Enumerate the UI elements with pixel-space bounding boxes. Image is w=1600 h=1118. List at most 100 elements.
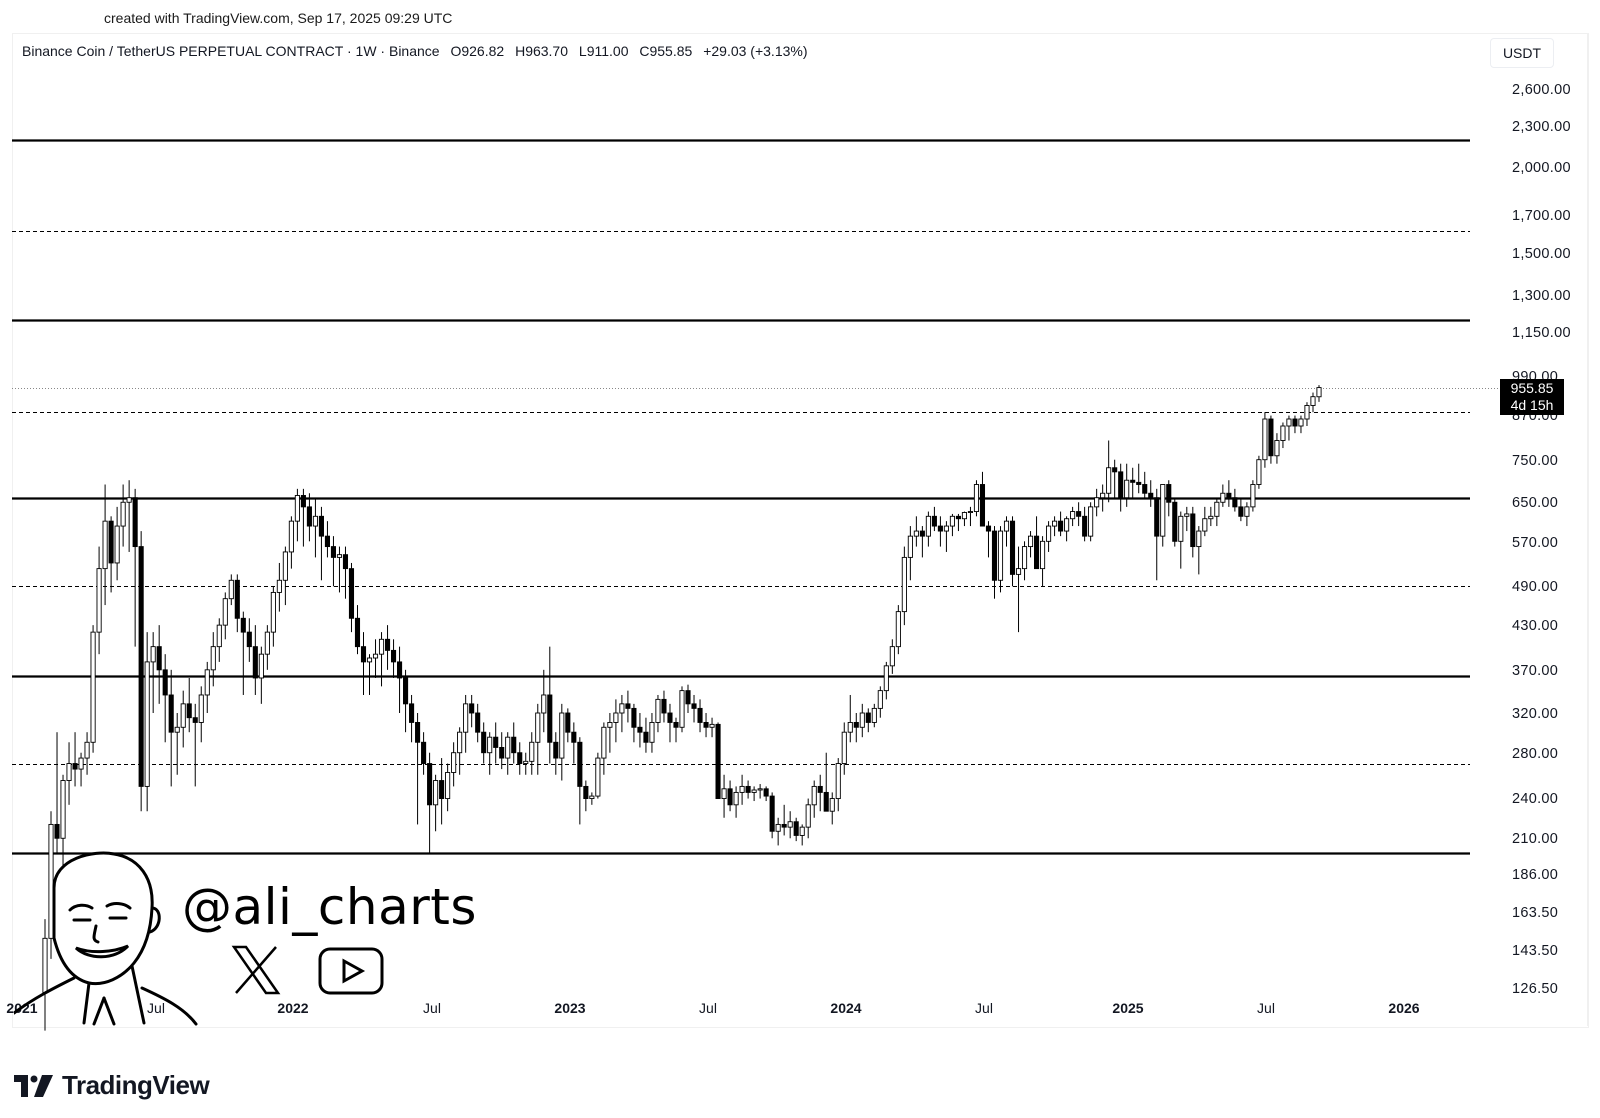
candle [318, 506, 324, 581]
legend-sep: · [346, 43, 356, 59]
candle [781, 804, 787, 836]
legend-open: O926.82 [450, 43, 505, 59]
candle [517, 742, 523, 775]
candle [1094, 488, 1100, 517]
candle [1154, 488, 1160, 581]
candle [1292, 415, 1298, 434]
candle [457, 727, 463, 775]
legend-interval[interactable]: 1W [355, 43, 377, 59]
candle [805, 798, 811, 839]
candle [667, 703, 673, 743]
tradingview-brand[interactable]: TradingView [14, 1070, 210, 1101]
candle [300, 488, 306, 547]
candle [589, 792, 595, 805]
candle [1088, 502, 1094, 542]
candle [505, 732, 511, 775]
legend-symbol[interactable]: Binance Coin / TetherUS PERPETUAL CONTRA… [22, 43, 344, 59]
price-axis-label: 570.00 [1512, 535, 1559, 551]
candle [703, 713, 709, 738]
price-axis-border [1587, 33, 1588, 1026]
candle [138, 531, 144, 812]
legend-change: +29.03 (+3.13%) [703, 43, 808, 59]
candle [1226, 480, 1232, 507]
avatar-illustration-icon [14, 851, 198, 1026]
price-axis-label: 280.00 [1512, 746, 1559, 762]
candle [1040, 536, 1046, 587]
candle [823, 752, 829, 812]
candle [1009, 516, 1016, 587]
candle [583, 780, 589, 812]
candle [96, 546, 102, 655]
time-axis-label: Jul [147, 1000, 165, 1016]
candle [1136, 463, 1142, 494]
candle [126, 480, 132, 552]
candle [607, 713, 613, 753]
candle [673, 717, 679, 743]
candle [54, 732, 60, 853]
candle [511, 722, 517, 764]
price-axis-label: 2,600.00 [1512, 82, 1571, 98]
candle [433, 774, 439, 832]
time-axis-label: 2022 [277, 1000, 309, 1016]
candle [997, 526, 1004, 593]
candle [559, 703, 565, 781]
price-axis-label: 430.00 [1512, 618, 1559, 634]
candle [210, 632, 216, 687]
candle [907, 526, 913, 581]
time-axis-label: 2025 [1112, 1000, 1144, 1016]
currency-selector[interactable]: USDT [1490, 38, 1554, 68]
price-axis-label: 240.00 [1512, 791, 1559, 807]
candle [835, 758, 841, 812]
candle [787, 811, 793, 839]
candle [228, 574, 234, 606]
candle [144, 632, 150, 812]
candle [565, 708, 571, 743]
candle [655, 694, 661, 733]
candle [721, 774, 727, 818]
candle [1052, 516, 1058, 537]
candle [1286, 415, 1292, 441]
candle [601, 722, 607, 775]
legend-exchange: Binance [388, 43, 440, 59]
candle [288, 516, 294, 569]
candle [330, 536, 337, 587]
candle [1190, 506, 1196, 558]
candle [415, 713, 421, 825]
candle [252, 625, 258, 695]
price-axis-label: 1,700.00 [1512, 208, 1571, 224]
price-axis-label: 1,300.00 [1512, 288, 1571, 304]
candle [90, 625, 96, 753]
price-axis-label: 370.00 [1512, 663, 1559, 679]
candle [409, 694, 415, 743]
price-axis-label: 186.00 [1512, 867, 1559, 883]
chart-pane[interactable] [12, 33, 1589, 1028]
candle [1003, 516, 1010, 547]
watermark-handle: @ali_charts [182, 878, 477, 936]
candle [541, 669, 547, 733]
candle [577, 737, 583, 825]
candle [487, 732, 493, 775]
candle [421, 732, 427, 775]
candle [1130, 467, 1136, 498]
candle [493, 722, 499, 764]
candle [1262, 412, 1268, 468]
candle [925, 511, 931, 547]
candle [354, 605, 361, 655]
time-axis-label: Jul [423, 1000, 441, 1016]
candle [769, 792, 775, 839]
candle [397, 646, 403, 714]
candle [685, 684, 691, 714]
candle [427, 752, 433, 853]
candle [1316, 385, 1322, 402]
price-axis-label: 320.00 [1512, 706, 1559, 722]
candle [967, 506, 974, 527]
candle [204, 661, 210, 714]
candle [619, 694, 625, 733]
candle [1220, 484, 1226, 507]
candle [709, 717, 715, 738]
candle [1148, 480, 1154, 507]
candle [1142, 471, 1148, 498]
price-axis-label: 2,300.00 [1512, 119, 1571, 135]
bar-countdown: 4d 15h [1510, 397, 1554, 413]
candle [949, 513, 955, 537]
